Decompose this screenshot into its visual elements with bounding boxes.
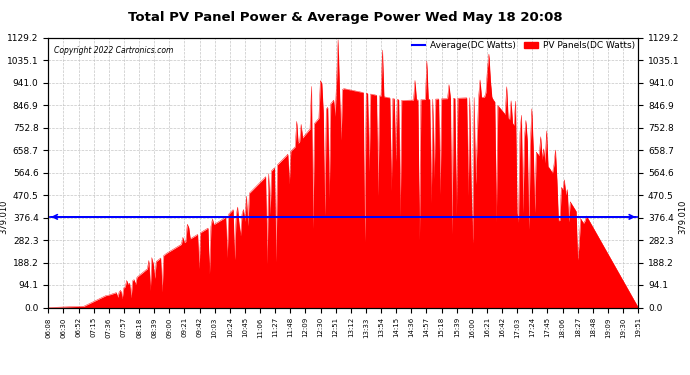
Text: Total PV Panel Power & Average Power Wed May 18 20:08: Total PV Panel Power & Average Power Wed…: [128, 11, 562, 24]
Text: 379.010: 379.010: [0, 200, 8, 234]
Text: 379.010: 379.010: [678, 200, 687, 234]
Text: Copyright 2022 Cartronics.com: Copyright 2022 Cartronics.com: [55, 46, 174, 55]
Legend: Average(DC Watts), PV Panels(DC Watts): Average(DC Watts), PV Panels(DC Watts): [408, 38, 638, 54]
